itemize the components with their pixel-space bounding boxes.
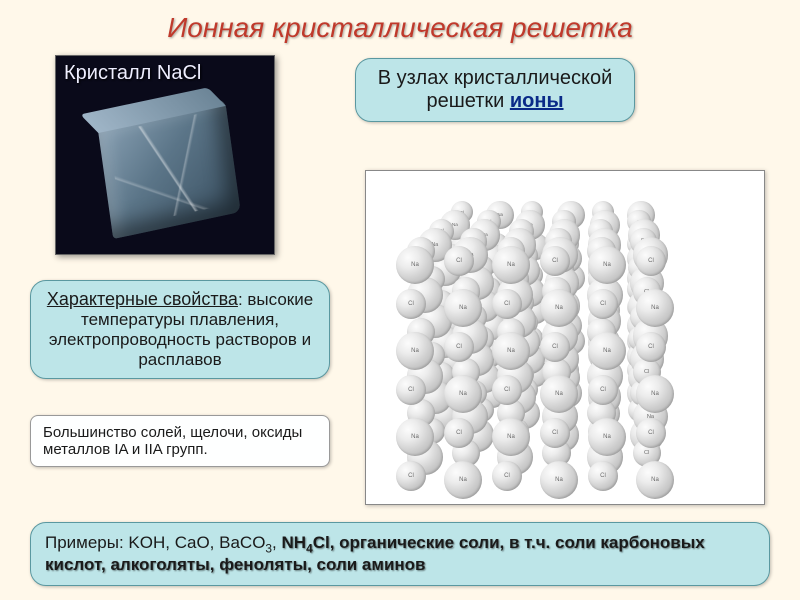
lattice-atom: Cl (540, 418, 570, 448)
majority-callout: Большинство солей, щелочи, оксиды металл… (30, 415, 330, 467)
lattice-atom: Cl (588, 375, 618, 405)
lattice-atom: Cl (492, 289, 522, 319)
lattice-atom: Cl (636, 418, 666, 448)
nodes-highlight: ионы (510, 90, 564, 112)
lattice-diagram: Cl Na Cl Na Cl Na Cl Na Cl Na Cl Na Cl Na Cl Na Cl Na Cl Na… (365, 170, 765, 505)
examples-callout: Примеры: KOH, CaO, BaCO3, NH4Cl, органич… (30, 522, 770, 586)
lattice-atom: Na (444, 461, 482, 499)
lattice-atom: Na (540, 375, 578, 413)
lattice-atom: Cl (492, 375, 522, 405)
lattice-atom: Na (588, 418, 626, 456)
majority-text: Большинство солей, щелочи, оксиды металл… (43, 424, 302, 458)
crystal-photo: Кристалл NaCl (55, 55, 275, 255)
lattice-atom: Na (492, 332, 530, 370)
lattice-atom: Cl (396, 289, 426, 319)
examples-sep: , (272, 533, 281, 552)
lattice-atom: Na (396, 246, 434, 284)
lattice-atom: Na (636, 289, 674, 327)
lattice-atom: Na (396, 332, 434, 370)
lattice-atom: Na (444, 375, 482, 413)
lattice-atom: Cl (588, 289, 618, 319)
lattice-atom: Cl (540, 332, 570, 362)
lattice-atom: Na (636, 375, 674, 413)
lattice-atom: Na (540, 461, 578, 499)
crystal-shape (97, 98, 240, 239)
lattice-atom: Na (588, 246, 626, 284)
lattice-atom: Cl (588, 461, 618, 491)
props-label: Характерные свойства (47, 289, 238, 309)
lattice-atom: Na (444, 289, 482, 327)
lattice-atom: Na (588, 332, 626, 370)
properties-callout: Характерные свойства: высокие температур… (30, 280, 330, 379)
lattice-atom: Cl (444, 418, 474, 448)
lattice-atom: Cl (636, 332, 666, 362)
lattice-atom: Na (636, 461, 674, 499)
examples-prefix: Примеры: KOH, CaO, BaCO (45, 533, 265, 552)
examples-bold1: NH (282, 533, 307, 552)
nodes-callout: В узлах кристаллической решетки ионы (355, 58, 635, 122)
examples-bold1-sub: 4 (306, 541, 313, 555)
nodes-text: В узлах кристаллической решетки (378, 67, 613, 112)
lattice-atom: Na (492, 418, 530, 456)
lattice-atom: Cl (540, 246, 570, 276)
lattice-atom: Cl (636, 246, 666, 276)
lattice-atom: Cl (444, 246, 474, 276)
lattice-atom: Cl (396, 461, 426, 491)
lattice-atom: Cl (396, 375, 426, 405)
lattice-atom: Na (540, 289, 578, 327)
slide-title: Ионная кристаллическая решетка (0, 0, 800, 44)
lattice-atom: Na (396, 418, 434, 456)
lattice-atom: Cl (492, 461, 522, 491)
lattice-atom: Na (492, 246, 530, 284)
lattice-atom: Cl (444, 332, 474, 362)
crystal-label: Кристалл NaCl (56, 56, 274, 85)
